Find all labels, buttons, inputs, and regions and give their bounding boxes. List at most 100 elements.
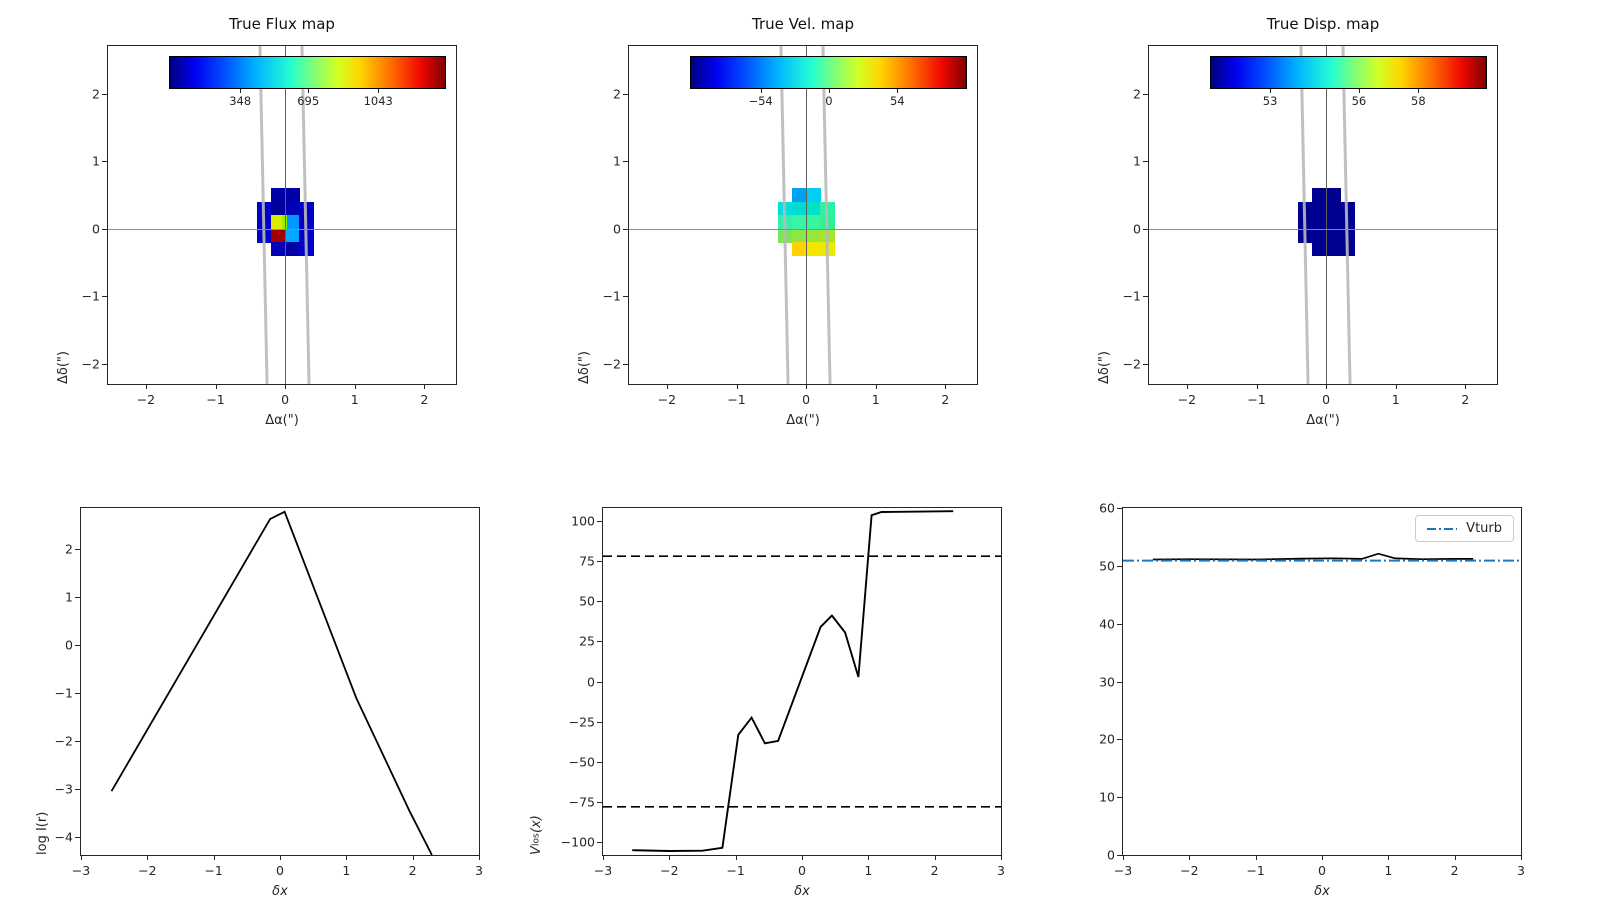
x-tick-mark (736, 384, 738, 389)
x-tick-mark (1465, 384, 1467, 389)
y-tick-mark (102, 93, 108, 95)
y-axis-label: log I(r) (35, 811, 50, 855)
x-tick-label: −1 (204, 863, 223, 878)
map-pixel (806, 215, 821, 230)
y-tick-mark (597, 641, 603, 643)
map-pixel (1312, 228, 1327, 243)
y-tick-label: −2 (602, 356, 621, 372)
y-tick-label: 25 (579, 633, 595, 649)
x-tick-mark (412, 855, 414, 860)
x-tick-label: −3 (71, 863, 91, 878)
y-tick-mark (75, 741, 81, 743)
jet-colorbar-gradient (689, 56, 968, 89)
y-tick-label: 0 (1133, 221, 1141, 237)
zero-delta-line (108, 228, 456, 230)
x-tick-label: 2 (408, 863, 417, 878)
x-tick-mark (213, 855, 215, 860)
vturb-profile-plot (1123, 552, 1521, 562)
flux-heatmap-cells-layer (108, 46, 456, 384)
map-pixel (285, 201, 300, 216)
x-tick-label: 0 (281, 392, 290, 407)
colorbar-tick-mark (308, 89, 310, 93)
y-tick-label: 0 (1107, 847, 1115, 863)
y-tick-mark (1143, 296, 1149, 298)
x-tick-label: 2 (1461, 392, 1470, 407)
y-tick-mark (623, 364, 629, 366)
x-tick-mark (285, 384, 287, 389)
x-tick-label: −1 (726, 863, 745, 878)
y-tick-mark (623, 296, 629, 298)
y-tick-mark (1117, 565, 1123, 567)
y-tick-label: 30 (1099, 674, 1115, 689)
x-tick-label: 1 (350, 392, 359, 407)
y-tick-mark (597, 801, 603, 803)
flux-colorbar: 348 695 1043 (168, 56, 447, 108)
x-tick-label: 1 (1384, 863, 1393, 878)
y-axis-label: Δδ(") (577, 351, 592, 384)
ylabel-subscript: los (531, 833, 542, 847)
map-pixel (1326, 188, 1341, 203)
y-axis-label: Δδ(") (56, 351, 71, 384)
y-tick-label: 0 (65, 637, 73, 653)
y-tick-mark (597, 561, 603, 562)
map-pixel (1312, 215, 1327, 230)
x-tick-label: 0 (276, 863, 284, 878)
x-tick-mark (669, 855, 671, 860)
x-tick-mark (1454, 855, 1456, 860)
x-tick-label: 2 (930, 863, 939, 878)
y-tick-mark (1117, 739, 1123, 741)
x-tick-label: 3 (475, 863, 483, 878)
x-tick-mark (868, 855, 870, 860)
colorbar-tick-label: 58 (1411, 94, 1426, 108)
zero-delta-line (1149, 228, 1497, 230)
x-tick-label: −1 (1246, 863, 1265, 878)
vlos-profile (632, 510, 954, 852)
colorbar-tick-mark (828, 89, 830, 93)
map-pixel (1326, 242, 1341, 257)
colorbar-tick-label: 1043 (363, 94, 393, 108)
map-pixel (271, 242, 286, 257)
x-tick-label: −1 (206, 392, 225, 407)
y-tick-mark (1143, 228, 1149, 230)
y-tick-label: 0 (613, 221, 621, 237)
map-pixel (806, 242, 821, 257)
x-tick-mark (147, 855, 149, 860)
x-tick-mark (215, 384, 217, 389)
dispersion-map-axes: True Disp. map 53 56 58 −2 −1 0 1 2 2 1 0 −1 −2 Δα… (1097, 15, 1498, 428)
flux-map-axes: True Flux map 348 695 1043 −2 −1 0 1 2 2 1 0 −1 −2… (56, 15, 457, 428)
x-tick-mark (875, 384, 877, 389)
colorbar-tick-label: 348 (229, 94, 252, 108)
y-tick-mark (102, 364, 108, 366)
y-tick-label: 2 (1133, 86, 1141, 102)
y-tick-mark (1117, 623, 1123, 625)
y-tick-label: 1 (1133, 153, 1141, 169)
x-tick-mark (806, 384, 808, 389)
map-pixel (285, 242, 300, 257)
legend-dashdot-line-sample (1427, 527, 1458, 530)
y-tick-label: −2 (81, 356, 100, 372)
x-tick-label: 0 (1318, 863, 1326, 878)
y-tick-label: −1 (602, 288, 621, 304)
y-tick-mark (1143, 161, 1149, 163)
subplot-title-dispersion: True Disp. map (1266, 15, 1380, 33)
intensity-profile-plot (110, 510, 433, 855)
y-tick-label: 0 (587, 674, 595, 689)
velocity-colorbar: −54 0 54 (689, 56, 968, 108)
disp-profile (1152, 552, 1474, 561)
x-tick-mark (479, 855, 480, 860)
x-tick-mark (1001, 855, 1002, 860)
x-tick-label: −3 (1113, 863, 1133, 878)
y-tick-label: −3 (54, 781, 73, 797)
y-tick-mark (597, 761, 603, 763)
map-pixel (1326, 215, 1341, 230)
colorbar-tick-label: 53 (1262, 94, 1278, 108)
y-tick-mark (75, 597, 81, 599)
y-tick-label: −2 (1122, 356, 1141, 372)
x-tick-label: 1 (342, 863, 351, 878)
colorbar-tick-mark (1270, 89, 1272, 93)
vlos-profile-plot (603, 510, 1001, 852)
x-axis-label: Δα(") (265, 413, 299, 428)
x-tick-label: 0 (798, 863, 806, 878)
map-pixel (806, 188, 821, 203)
